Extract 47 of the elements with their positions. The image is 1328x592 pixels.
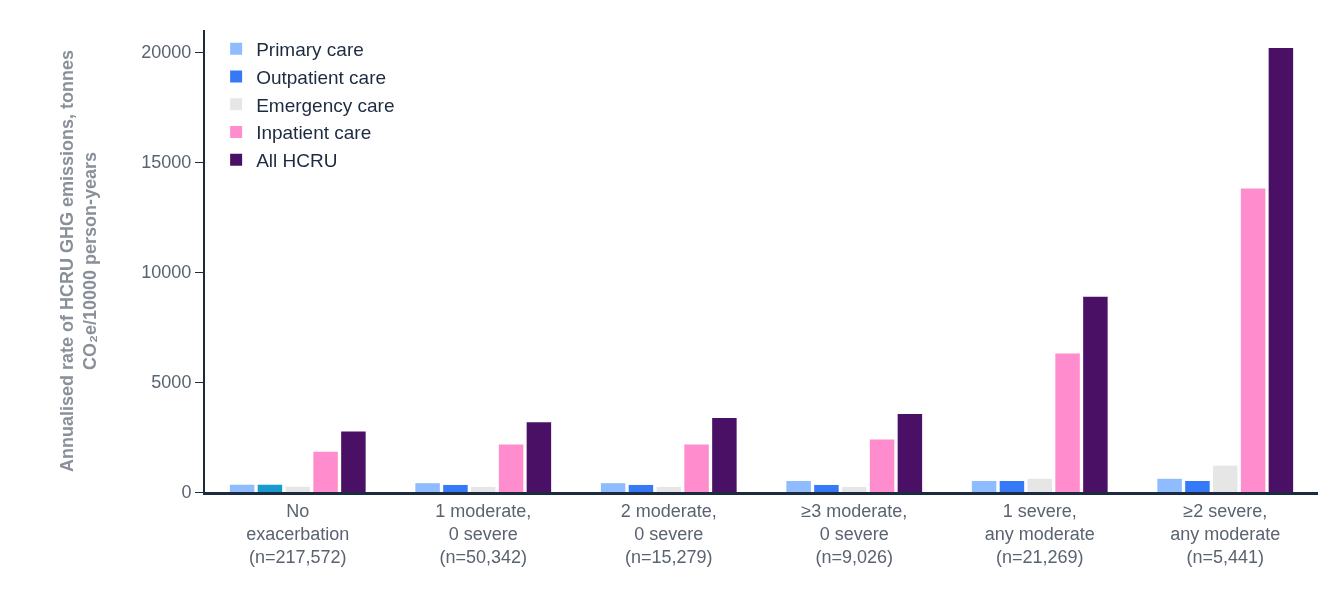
y-axis-title: Annualised rate of HCRU GHG emissions, tonnes CO₂e/10000 person-years <box>56 49 101 473</box>
bar <box>1185 481 1210 492</box>
bar <box>869 439 895 492</box>
bar <box>600 483 626 492</box>
bar <box>897 414 923 492</box>
bar <box>999 481 1025 492</box>
bar <box>526 422 552 492</box>
legend-label: Emergency care <box>256 94 395 116</box>
y-tick-label: 0 <box>181 482 192 503</box>
bar <box>443 484 468 492</box>
bar <box>712 418 737 492</box>
x-tick-label: ≥3 moderate, 0 severe (n=9,026) <box>801 500 908 568</box>
bar <box>656 486 681 492</box>
x-tick-label: ≥2 severe, any moderate (n=5,441) <box>1170 500 1281 568</box>
legend-label: All HCRU <box>256 150 338 172</box>
legend-label: Primary care <box>256 39 364 61</box>
bar <box>842 486 867 492</box>
bar <box>285 486 310 492</box>
bar <box>1083 296 1108 492</box>
y-tick-label: 20000 <box>141 42 192 63</box>
bar <box>1240 188 1266 492</box>
legend-label: Outpatient care <box>256 66 387 88</box>
x-tick-label: 2 moderate, 0 severe (n=15,279) <box>620 500 717 568</box>
bar <box>971 481 997 492</box>
bar <box>257 484 283 492</box>
bar <box>814 484 839 492</box>
bar <box>313 451 338 492</box>
bar <box>786 481 811 492</box>
y-tick-label: 15000 <box>141 152 192 173</box>
bar <box>1157 478 1182 492</box>
bar <box>1213 465 1238 492</box>
bar <box>341 431 366 492</box>
bar <box>415 483 440 492</box>
bar <box>684 444 709 492</box>
bar <box>1268 48 1294 492</box>
bar <box>498 444 524 492</box>
x-tick-label: 1 moderate, 0 severe (n=50,342) <box>435 500 532 568</box>
bar <box>1055 353 1080 492</box>
y-tick-label: 5000 <box>151 372 192 393</box>
x-tick-label: No exacerbation (n=217,572) <box>246 500 350 568</box>
legend-label: Inpatient care <box>256 122 372 144</box>
y-tick-label: 10000 <box>141 262 192 283</box>
bar <box>471 486 496 492</box>
bar <box>229 484 255 492</box>
x-tick-label: 1 severe, any moderate (n=21,269) <box>984 500 1095 568</box>
bar <box>1027 478 1052 492</box>
bar <box>628 484 654 492</box>
